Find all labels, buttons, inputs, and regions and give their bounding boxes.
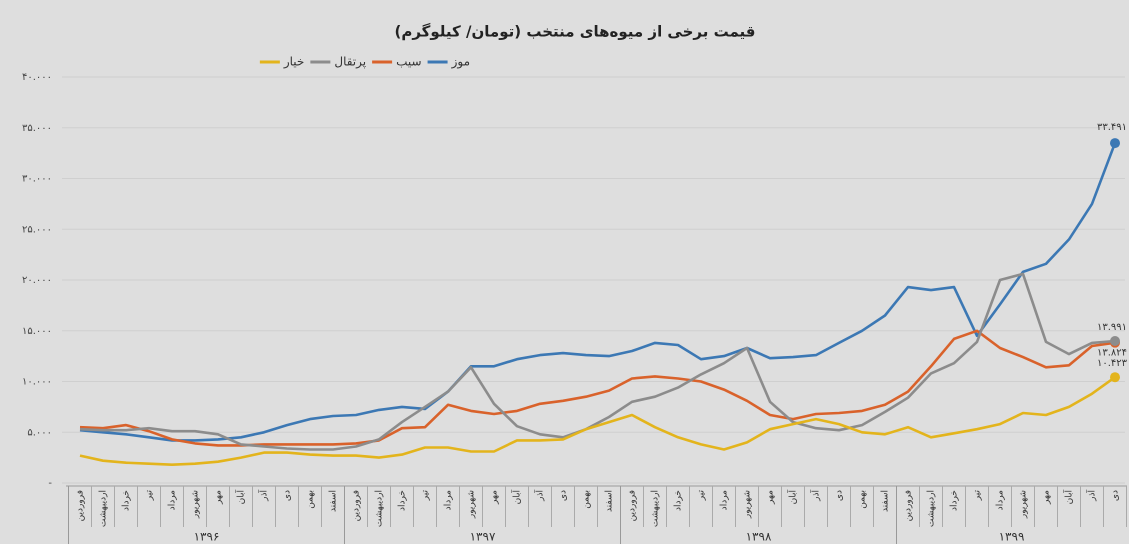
x-tick-label: تیر (145, 490, 155, 502)
y-tick-label: ۴۰.۰۰۰ (22, 72, 52, 83)
series-line (79, 142, 1117, 442)
y-tick-label: ۱۰.۰۰۰ (22, 377, 52, 388)
end-marker (1110, 372, 1120, 383)
x-tick-label: مهر (1042, 490, 1052, 505)
legend-label: پرتقال (334, 55, 366, 70)
y-tick-label: ۱۵.۰۰۰ (22, 326, 52, 337)
x-tick-label: آذر (258, 490, 270, 502)
x-tick-label: آذر (810, 490, 822, 502)
x-tick-label: آبان (787, 490, 799, 505)
x-tick-label: تیر (421, 490, 431, 502)
year-label: ۱۳۹۹ (999, 530, 1025, 544)
legend-label: خیار (283, 55, 305, 70)
x-tick-label: شهریور (743, 490, 753, 519)
y-tick-label: ۳۵.۰۰۰ (22, 123, 52, 134)
y-tick-label: ۲۵.۰۰۰ (22, 224, 52, 235)
y-tick-label: ۳۰.۰۰۰ (22, 174, 52, 185)
x-tick-label: اسفند (605, 490, 615, 512)
year-label: ۱۳۹۷ (470, 530, 496, 544)
y-tick-label: ۲۰.۰۰۰ (22, 275, 52, 286)
y-tick-label: ۵.۰۰۰ (27, 427, 52, 438)
x-tick-label: بهمن (582, 490, 592, 509)
x-tick-label: مرداد (996, 490, 1006, 510)
x-tick-label: فروردین (904, 490, 914, 521)
x-tick-label: شهریور (467, 490, 477, 519)
x-tick-label: شهریور (1019, 490, 1029, 519)
year-label: ۱۳۹۶ (194, 530, 220, 544)
x-tick-label: آذر (1086, 490, 1098, 502)
end-label: ۱۳.۸۲۴ (1097, 348, 1127, 359)
end-label: ۱۰.۴۲۳ (1097, 358, 1128, 369)
series-line (79, 272, 1116, 451)
x-tick-label: دی (283, 490, 293, 501)
x-tick-label: اسفند (329, 490, 339, 512)
x-tick-label: دی (835, 490, 845, 501)
x-tick-label: اسفند (881, 490, 891, 512)
x-tick-label: آبان (511, 490, 523, 505)
end-marker (1110, 335, 1120, 346)
legend-label: موز (451, 55, 470, 70)
x-tick-label: خرداد (398, 490, 408, 511)
x-tick-label: اردیبهشت (927, 490, 937, 527)
x-tick-label: مرداد (720, 490, 730, 510)
x-tick-label: خرداد (950, 490, 960, 511)
x-tick-label: آبان (1063, 490, 1075, 505)
x-tick-label: فروردین (76, 490, 86, 521)
x-tick-label: بهمن (858, 490, 868, 509)
x-tick-label: خرداد (122, 490, 132, 511)
end-label: ۱۳.۹۹۱ (1097, 322, 1127, 333)
x-tick-label: مرداد (168, 490, 178, 510)
chart-title: قیمت برخی از میوه‌های منتخب (تومان/ کیلو… (395, 23, 756, 41)
x-tick-label: دی (559, 490, 569, 501)
end-marker (1110, 138, 1120, 149)
x-tick-label: اردیبهشت (99, 490, 109, 527)
x-tick-label: شهریور (191, 490, 201, 519)
end-label: ۳۳.۴۹۱ (1097, 122, 1127, 133)
x-tick-label: بهمن (306, 490, 316, 509)
series-line (79, 376, 1116, 466)
x-tick-label: مهر (490, 490, 500, 505)
x-tick-label: فروردین (352, 490, 362, 521)
x-tick-label: آبان (235, 490, 247, 505)
x-tick-label: آذر (534, 490, 546, 502)
x-tick-label: مهر (214, 490, 224, 505)
legend-label: سیب (396, 55, 421, 69)
year-label: ۱۳۹۸ (746, 530, 772, 544)
x-tick-label: دی (1111, 490, 1121, 501)
y-tick-label: - (48, 478, 52, 489)
x-tick-label: تیر (697, 490, 707, 502)
x-tick-label: مرداد (444, 490, 454, 510)
x-tick-label: اردیبهشت (375, 490, 385, 527)
x-tick-label: اردیبهشت (651, 490, 661, 527)
x-tick-label: مهر (766, 490, 776, 505)
x-tick-label: خرداد (674, 490, 684, 511)
x-tick-label: فروردین (628, 490, 638, 521)
x-tick-label: تیر (973, 490, 983, 502)
